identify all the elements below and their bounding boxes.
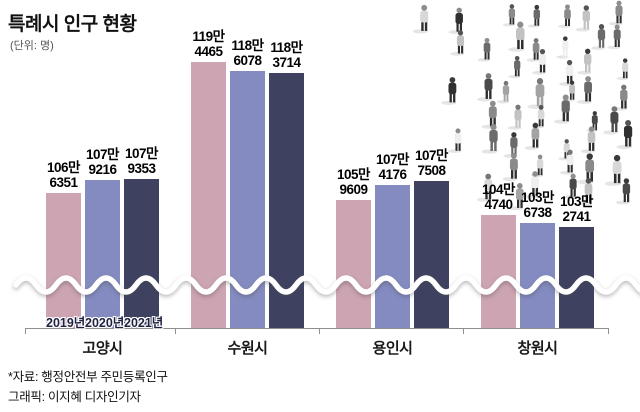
bar-수원시-2021년 <box>269 73 304 328</box>
bar-value-label: 105만 9609 <box>337 167 370 197</box>
year-label: 2020년 <box>85 316 125 330</box>
crowd-illustration <box>412 0 633 210</box>
source-note: *자료: 행정안전부 주민등록인구 <box>8 370 168 384</box>
bar-value-label: 104만 4740 <box>482 182 515 212</box>
bar-창원시-2021년 <box>559 227 594 328</box>
bar-value-label: 106만 6351 <box>47 160 80 190</box>
bar-value-label: 107만 7508 <box>415 148 448 178</box>
bar-value-label: 107만 4176 <box>376 152 409 182</box>
bar-value-label: 118만 6078 <box>231 38 264 68</box>
year-label: 2021년 <box>124 316 164 330</box>
credit-note: 그래픽: 이지혜 디자인기자 <box>8 390 141 404</box>
footer-notes: *자료: 행정안전부 주민등록인구 그래픽: 이지혜 디자인기자 <box>8 367 168 407</box>
bar-수원시-2020년 <box>230 71 265 328</box>
x-axis-tick <box>25 328 26 334</box>
x-axis-tick <box>608 328 609 334</box>
bar-value-label: 118만 3714 <box>270 40 303 70</box>
chart-title: 특례시 인구 현황 <box>8 14 137 35</box>
bar-value-label: 103만 2741 <box>560 194 593 224</box>
year-label: 2019년 <box>46 316 86 330</box>
bar-value-label: 107만 9216 <box>86 147 119 177</box>
x-axis-tick <box>319 328 320 334</box>
category-label-창원시: 창원시 <box>517 340 558 357</box>
bar-고양시-2019년 <box>46 193 81 328</box>
category-label-용인시: 용인시 <box>372 340 413 357</box>
bar-용인시-2021년 <box>414 181 449 328</box>
x-axis-tick <box>463 328 464 334</box>
bar-고양시-2020년 <box>85 180 120 328</box>
x-axis-tick <box>175 328 176 334</box>
bar-창원시-2019년 <box>481 215 516 328</box>
bar-수원시-2019년 <box>191 62 226 328</box>
bar-value-label: 107만 9353 <box>125 146 158 176</box>
category-label-고양시: 고양시 <box>82 340 123 357</box>
x-axis <box>25 328 608 329</box>
bar-value-label: 103만 6738 <box>521 190 554 220</box>
bar-value-label: 119만 4465 <box>192 29 225 59</box>
unit-label: (단위: 명) <box>10 40 54 52</box>
category-label-수원시: 수원시 <box>227 340 268 357</box>
bar-용인시-2020년 <box>375 185 410 328</box>
bar-고양시-2021년 <box>124 179 159 328</box>
bar-용인시-2019년 <box>336 200 371 328</box>
bar-창원시-2020년 <box>520 223 555 328</box>
